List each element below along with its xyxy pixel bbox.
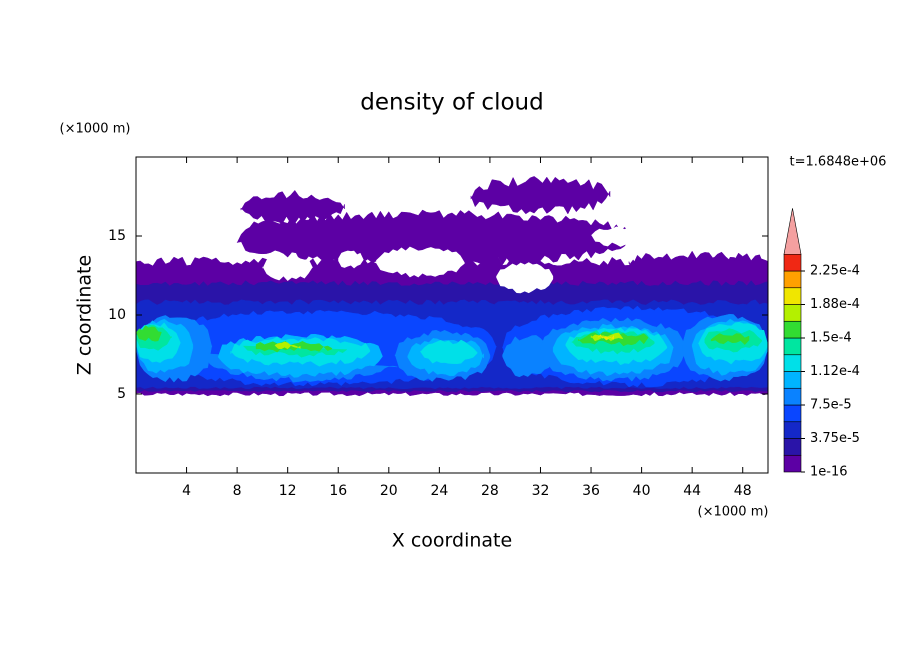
colorbar-box: [783, 438, 802, 456]
colorbar-box: [783, 337, 802, 356]
colorbar-box: [783, 404, 802, 423]
y-tick-label: 15: [108, 228, 126, 244]
y-tick-label: 10: [108, 307, 126, 323]
colorbar-box: [783, 270, 802, 289]
colorbar-label: 1e-16: [810, 465, 848, 480]
x-axis-label: X coordinate: [392, 530, 512, 552]
y-axis-label: Z coordinate: [74, 255, 96, 375]
clear-region: [262, 255, 313, 281]
x-tick-label: 16: [329, 483, 347, 499]
colorbar-box: [783, 454, 802, 473]
contour-region: [135, 325, 162, 342]
colorbar-overflow: [783, 208, 802, 255]
colorbar-box: [783, 253, 802, 272]
contour-region: [420, 339, 478, 364]
x-tick-label: 28: [481, 483, 499, 499]
colorbar-label: 3.75e-5: [810, 431, 860, 446]
colorbar-box: [783, 354, 802, 372]
clear-region: [496, 262, 554, 294]
x-unit: (×1000 m): [698, 505, 769, 520]
x-tick-label: 44: [683, 483, 701, 499]
colorbar-box: [783, 320, 802, 339]
colorbar-box: [783, 287, 802, 305]
x-tick-label: 8: [233, 483, 242, 499]
contour-field: [135, 176, 769, 397]
colorbar-label: 2.25e-4: [810, 264, 860, 279]
clear-region: [338, 250, 364, 269]
contour-region: [274, 341, 301, 350]
colorbar-box: [783, 371, 802, 389]
contour-region: [710, 333, 750, 345]
colorbar-label: 7.5e-5: [810, 398, 852, 413]
colorbar-label: 1.88e-4: [810, 297, 860, 312]
colorbar-box: [783, 304, 802, 322]
colorbar-label: 1.5e-4: [810, 331, 852, 346]
x-tick-label: 32: [532, 483, 550, 499]
y-tick-label: 5: [117, 386, 126, 402]
contour-region: [470, 176, 611, 215]
clear-region: [376, 246, 465, 278]
time-label: t=1.6848e+06: [790, 155, 887, 170]
contour-region: [240, 189, 345, 224]
colorbar-box: [783, 421, 802, 439]
colorbar-box: [783, 387, 802, 406]
x-tick-label: 36: [582, 483, 600, 499]
clear-region: [591, 226, 667, 247]
x-tick-label: 24: [430, 483, 448, 499]
x-tick-label: 40: [633, 483, 651, 499]
y-unit: (×1000 m): [60, 122, 131, 137]
colorbar-label: 1.12e-4: [810, 364, 860, 379]
x-tick-label: 4: [182, 483, 191, 499]
x-tick-label: 48: [734, 483, 752, 499]
x-tick-label: 20: [380, 483, 398, 499]
x-tick-label: 12: [279, 483, 297, 499]
contour-region: [598, 334, 615, 341]
chart-title: density of cloud: [360, 90, 543, 116]
